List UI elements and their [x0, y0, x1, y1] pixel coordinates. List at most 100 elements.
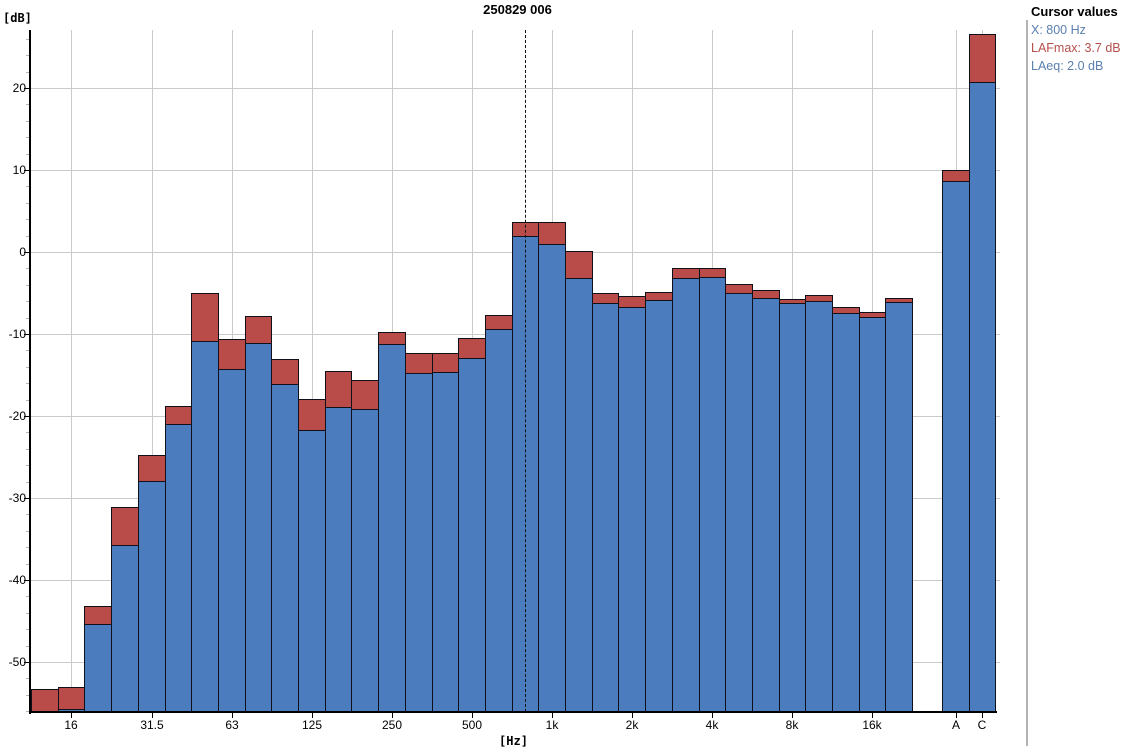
bar-C-laeq[interactable] — [969, 82, 996, 713]
bar-500-laeq[interactable] — [458, 358, 486, 713]
y-tick-label: -40 — [8, 573, 26, 587]
x-tick-label: 2k — [625, 718, 639, 732]
x-axis-tick — [632, 713, 633, 718]
y-axis-tick — [24, 662, 30, 663]
bar-40-laeq[interactable] — [165, 424, 192, 713]
bar-20-laeq[interactable] — [84, 624, 112, 713]
bar-16-lafmax[interactable] — [58, 687, 85, 710]
y-axis-minor-tick — [26, 564, 30, 565]
bar-12.5-lafmax[interactable] — [31, 689, 59, 713]
bar-160-laeq[interactable] — [325, 407, 352, 713]
cursor-lafmax-readout: LAFmax: 3.7 dB — [1031, 41, 1121, 55]
bar-80-laeq[interactable] — [245, 343, 272, 713]
bar-80-lafmax[interactable] — [245, 316, 272, 344]
bar-16k-laeq[interactable] — [859, 317, 886, 713]
bar-25-lafmax[interactable] — [111, 507, 139, 546]
bar-250-laeq[interactable] — [378, 344, 406, 713]
bar-125-laeq[interactable] — [298, 430, 326, 713]
y-axis-minor-tick — [26, 72, 30, 73]
bar-100-laeq[interactable] — [271, 384, 299, 713]
bar-630-laeq[interactable] — [485, 329, 513, 713]
x-tick-label: 1k — [545, 718, 559, 732]
cursor-panel-title: Cursor values — [1031, 4, 1118, 19]
bar-25-laeq[interactable] — [111, 545, 139, 713]
y-axis-minor-tick — [26, 400, 30, 401]
bar-100-lafmax[interactable] — [271, 359, 299, 385]
y-axis-minor-tick — [26, 137, 30, 138]
x-tick-label: 4k — [705, 718, 719, 732]
bar-500-lafmax[interactable] — [458, 338, 486, 359]
x-tick-label: A — [951, 718, 960, 732]
x-axis-unit-label: [Hz] — [499, 734, 528, 748]
y-axis-minor-tick — [26, 104, 30, 105]
x-axis-tick — [552, 713, 553, 718]
bar-A-laeq[interactable] — [942, 181, 970, 713]
x-axis-tick — [392, 713, 393, 718]
bar-400-lafmax[interactable] — [432, 353, 459, 373]
y-axis-minor-tick — [26, 531, 30, 532]
bar-630-lafmax[interactable] — [485, 315, 513, 330]
vertical-gridline — [152, 30, 153, 712]
y-tick-label: 10 — [12, 163, 26, 177]
y-axis-tick — [24, 170, 30, 171]
y-axis-minor-tick — [26, 596, 30, 597]
bar-6.3k-laeq[interactable] — [752, 298, 780, 713]
bar-1k-lafmax[interactable] — [538, 222, 566, 245]
bar-125-lafmax[interactable] — [298, 399, 326, 431]
y-axis-minor-tick — [26, 367, 30, 368]
horizontal-gridline — [31, 88, 1000, 89]
bar-2.5k-laeq[interactable] — [645, 300, 673, 713]
bar-31.5-lafmax[interactable] — [138, 455, 166, 482]
x-axis-tick — [982, 713, 983, 718]
x-tick-label: 125 — [301, 718, 323, 732]
y-axis-minor-tick — [26, 383, 30, 384]
bar-315-laeq[interactable] — [405, 373, 433, 713]
bar-1.25k-lafmax[interactable] — [565, 251, 593, 279]
bar-63-laeq[interactable] — [218, 369, 246, 713]
bar-8k-laeq[interactable] — [779, 303, 806, 713]
bar-200-lafmax[interactable] — [351, 380, 379, 410]
y-axis-minor-tick — [26, 547, 30, 548]
cursor-x-readout: X: 800 Hz — [1031, 23, 1086, 37]
bar-20-lafmax[interactable] — [84, 606, 112, 625]
bar-50-laeq[interactable] — [191, 341, 219, 713]
y-axis-unit-label: [dB] — [3, 11, 32, 25]
y-axis-minor-tick — [26, 449, 30, 450]
bar-160-lafmax[interactable] — [325, 371, 352, 408]
y-axis-tick — [24, 252, 30, 253]
bar-200-laeq[interactable] — [351, 409, 379, 713]
y-axis-minor-tick — [26, 39, 30, 40]
bar-1k-laeq[interactable] — [538, 244, 566, 713]
bar-50-lafmax[interactable] — [191, 293, 219, 342]
x-axis-tick — [872, 713, 873, 718]
bar-1.6k-laeq[interactable] — [592, 303, 619, 713]
x-axis-tick — [232, 713, 233, 718]
bar-315-lafmax[interactable] — [405, 353, 433, 374]
bar-400-laeq[interactable] — [432, 372, 459, 713]
frequency-cursor-line[interactable] — [525, 30, 526, 712]
bar-40-lafmax[interactable] — [165, 406, 192, 425]
x-axis-tick — [152, 713, 153, 718]
y-axis-minor-tick — [26, 55, 30, 56]
bar-20k-laeq[interactable] — [885, 302, 913, 713]
bar-3.15k-laeq[interactable] — [672, 278, 700, 713]
bar-5k-laeq[interactable] — [725, 293, 753, 713]
x-tick-label: 16k — [862, 718, 882, 732]
bar-12.5k-laeq[interactable] — [832, 313, 860, 713]
cursor-values-panel: Cursor values X: 800 Hz LAFmax: 3.7 dB L… — [1031, 3, 1130, 75]
bar-C-lafmax[interactable] — [969, 34, 996, 83]
bar-2k-laeq[interactable] — [618, 307, 646, 713]
panel-divider — [1026, 20, 1028, 746]
y-tick-label: 0 — [19, 245, 26, 259]
bar-4k-laeq[interactable] — [699, 277, 726, 713]
bar-31.5-laeq[interactable] — [138, 481, 166, 713]
x-tick-label: 31.5 — [140, 718, 164, 732]
bar-10k-laeq[interactable] — [805, 301, 833, 713]
chart-title: 250829 006 — [483, 2, 552, 17]
bar-63-lafmax[interactable] — [218, 339, 246, 370]
y-tick-label: -20 — [8, 409, 26, 423]
x-axis-tick — [472, 713, 473, 718]
bar-1.25k-laeq[interactable] — [565, 278, 593, 713]
